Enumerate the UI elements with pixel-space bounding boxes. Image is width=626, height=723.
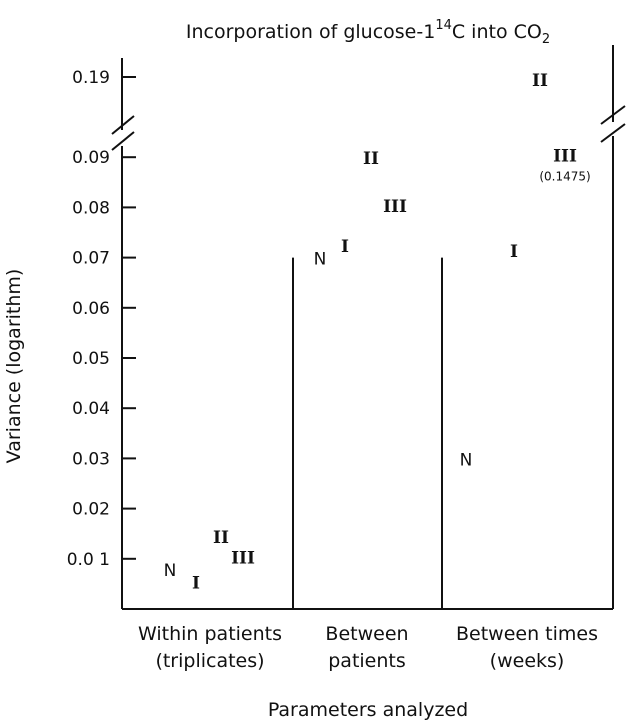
point-iii-group-2: III [383, 197, 407, 217]
y-tick-label: 0.02 [72, 500, 110, 520]
point-annotation: (0.1475) [539, 170, 590, 184]
x-group-label-line1: Between [325, 623, 408, 645]
y-tick-label: 0.08 [72, 198, 110, 218]
point-n-group-2: N [314, 250, 327, 270]
point-i-group-1: I [192, 573, 200, 593]
x-group-label-line1: Within patients [138, 623, 282, 645]
y-tick-label: 0.07 [72, 249, 110, 269]
y-tick-label: 0.03 [72, 449, 110, 469]
chart-title: Incorporation of glucose-114C into CO2 [186, 18, 550, 47]
y-tick-label: 0.04 [72, 399, 110, 419]
x-group-label-line2: (triplicates) [155, 650, 264, 672]
chart-labels: Incorporation of glucose-114C into CO2 Va… [3, 18, 598, 721]
point-ii-group-1: II [213, 528, 229, 548]
y-axis-label: Variance (logarithm) [3, 269, 25, 464]
point-iii-group-1: III [231, 548, 255, 568]
point-ii-group-3: II [532, 71, 548, 91]
x-group-label-line2: (weeks) [490, 650, 565, 672]
y-axis-ticks: 0.0 1 0.02 0.03 0.04 0.05 0.06 0.07 0.08 0.09 0.1… [67, 68, 136, 570]
x-axis-label: Parameters analyzed [268, 699, 468, 721]
right-axis-break-mark [600, 105, 626, 143]
y-tick-label: 0.09 [72, 148, 110, 168]
x-group-label-line1: Between times [456, 623, 598, 645]
x-group-label-line2: patients [328, 650, 406, 672]
point-i-group-3: I [510, 242, 518, 262]
point-i-group-2: I [341, 237, 349, 257]
y-tick-label: 0.0 1 [67, 550, 110, 570]
point-iii-group-3: III [553, 147, 577, 167]
point-n-group-3: N [460, 450, 473, 470]
y-tick-label: 0.05 [72, 349, 110, 369]
axes [111, 45, 626, 610]
point-ii-group-2: II [363, 149, 379, 169]
point-n-group-1: N [164, 561, 177, 581]
left-axis-break-mark [111, 115, 135, 151]
y-tick-label: 0.06 [72, 299, 110, 319]
y-tick-label-upper: 0.19 [72, 68, 110, 88]
